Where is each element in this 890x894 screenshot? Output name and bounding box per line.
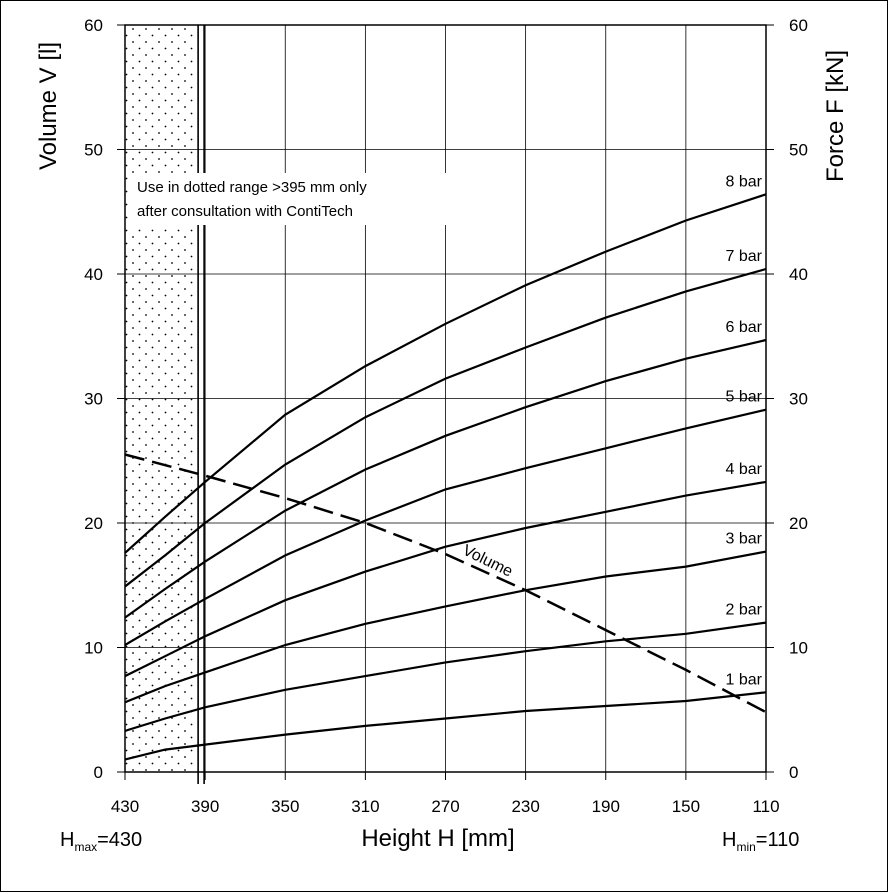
x-tick-label: 430	[111, 797, 139, 816]
y-right-tick-label: 50	[789, 141, 808, 160]
y-right-tick-labels: 0 10 20 30 40 50 60	[766, 16, 808, 782]
x-tick-label: 270	[431, 797, 459, 816]
volume-series-line	[124, 453, 767, 714]
h-max-label: Hmax=430	[60, 829, 142, 854]
x-axis-title: Height H [mm]	[361, 825, 514, 852]
series-line-4-bar	[124, 480, 767, 678]
series-line-1-bar	[124, 691, 767, 761]
series-line-2-bar	[124, 621, 767, 732]
force-curves: 1 bar 2 bar 3 bar 4 bar 5 bar 6 bar 7 bar 8 bar	[124, 173, 767, 761]
x-tick-labels: 430 390 350 310 270 230 190 150 110	[111, 772, 780, 816]
series-label-1-bar: 1 bar	[726, 671, 763, 688]
series-line-6-bar	[124, 338, 767, 619]
series-label-7-bar: 7 bar	[726, 248, 763, 265]
y-right-tick-label: 20	[789, 514, 808, 533]
note-box	[131, 173, 449, 225]
y-axis-title-right: Force F [kN]	[822, 50, 849, 182]
y-left-tick-label: 40	[84, 265, 103, 284]
series-label-2-bar: 2 bar	[726, 602, 763, 619]
series-line-3-bar	[124, 550, 767, 704]
y-axis-title-left: Volume V [l]	[35, 42, 62, 170]
y-left-tick-label: 60	[84, 16, 103, 35]
note-line-1: Use in dotted range >395 mm only	[137, 179, 367, 196]
y-left-tick-label: 50	[84, 141, 103, 160]
series-line-5-bar	[124, 408, 767, 646]
x-tick-label: 310	[351, 797, 379, 816]
series-label-3-bar: 3 bar	[726, 531, 763, 548]
series-label-8-bar: 8 bar	[726, 173, 763, 190]
y-right-tick-label: 60	[789, 16, 808, 35]
y-left-tick-labels: 0 10 20 30 40 50 60	[84, 16, 125, 782]
y-right-tick-label: 40	[789, 265, 808, 284]
y-left-tick-label: 20	[84, 514, 103, 533]
x-tick-label: 190	[592, 797, 620, 816]
x-tick-label: 150	[672, 797, 700, 816]
h-min-label: Hmin=110	[722, 829, 799, 854]
y-left-tick-label: 0	[94, 763, 103, 782]
x-tick-label: 350	[271, 797, 299, 816]
series-label-4-bar: 4 bar	[726, 461, 763, 478]
x-tick-label: 390	[191, 797, 219, 816]
series-label-5-bar: 5 bar	[726, 389, 763, 406]
volume-series-label: Volume	[460, 542, 516, 581]
y-left-tick-label: 10	[84, 639, 103, 658]
series-line-7-bar	[124, 267, 767, 588]
series-line-8-bar	[124, 193, 767, 554]
x-tick-label: 230	[511, 797, 539, 816]
note-line-2: after consultation with ContiTech	[137, 203, 353, 220]
y-right-tick-label: 0	[789, 763, 798, 782]
x-tick-label: 110	[752, 797, 779, 816]
y-right-tick-label: 10	[789, 639, 808, 658]
gridlines	[124, 24, 767, 773]
series-label-6-bar: 6 bar	[726, 319, 763, 336]
y-right-tick-label: 30	[789, 390, 808, 409]
y-left-tick-label: 30	[84, 390, 103, 409]
